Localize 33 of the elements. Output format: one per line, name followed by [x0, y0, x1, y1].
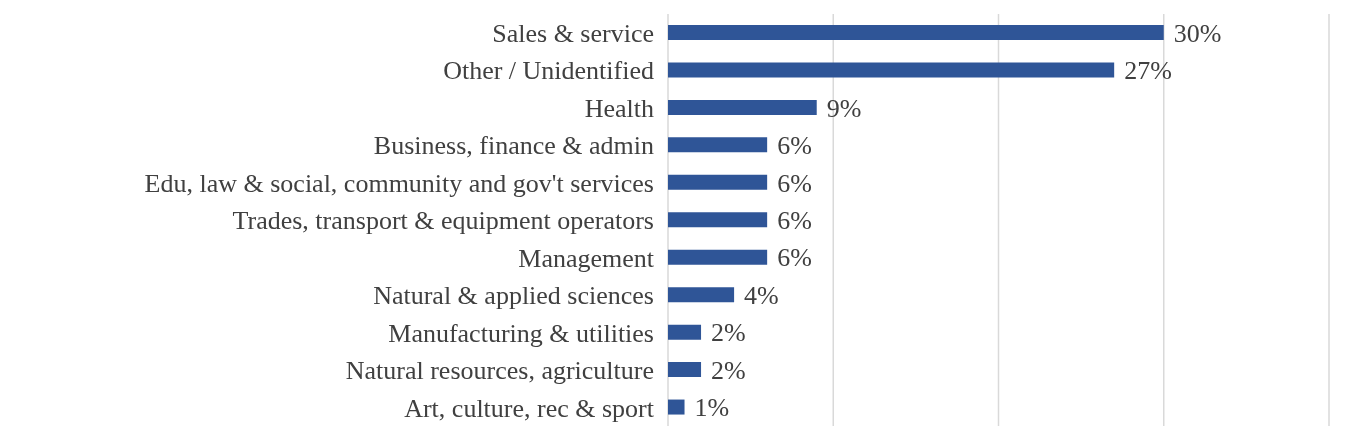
data-label: 2%: [711, 355, 746, 385]
data-label: 1%: [694, 393, 730, 423]
bar: [668, 212, 768, 228]
y-tick-label: Other / Unidentified: [443, 56, 654, 86]
y-tick-label: Edu, law & social, community and gov't services: [144, 168, 654, 198]
data-label: 9%: [826, 93, 862, 123]
data-label: 4%: [744, 280, 779, 310]
data-label: 2%: [711, 318, 746, 348]
bar: [668, 137, 768, 153]
bar: [668, 324, 702, 340]
y-tick-label: Manufacturing & utilities: [388, 318, 654, 348]
y-tick-label: Natural & applied sciences: [373, 281, 654, 311]
bar: [668, 287, 735, 303]
y-tick-label: Sales & service: [492, 18, 654, 48]
y-tick-label: Trades, transport & equipment operators: [232, 206, 654, 236]
data-label: 6%: [777, 131, 812, 161]
y-tick-label: Art, culture, rec & sport: [404, 393, 655, 423]
data-label: 30%: [1173, 18, 1222, 48]
data-label: 6%: [777, 206, 812, 235]
bar: [668, 362, 702, 378]
bar: [668, 249, 768, 265]
bar: [668, 174, 768, 190]
y-tick-label: Management: [518, 243, 655, 273]
y-tick-label: Natural resources, agriculture: [345, 356, 654, 386]
bar: [668, 62, 1115, 78]
y-tick-label: Business, finance & admin: [373, 131, 654, 161]
data-label: 6%: [777, 168, 812, 198]
bar: [668, 399, 685, 415]
data-label: 6%: [777, 243, 812, 273]
y-tick-label: Health: [584, 93, 654, 123]
bar: [668, 99, 817, 115]
data-label: 27%: [1124, 56, 1172, 86]
bar: [668, 25, 1164, 40]
